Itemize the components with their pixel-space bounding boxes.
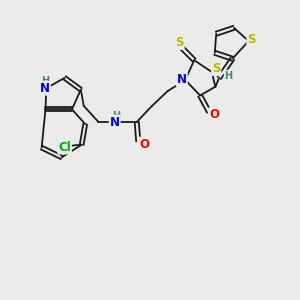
Text: N: N (177, 73, 187, 86)
Text: S: S (175, 36, 184, 49)
Text: O: O (209, 108, 219, 121)
Text: Cl: Cl (58, 141, 71, 154)
Text: H: H (225, 70, 233, 80)
Text: N: N (40, 82, 50, 95)
Text: S: S (247, 33, 256, 46)
Text: O: O (139, 138, 149, 151)
Text: S: S (212, 62, 220, 75)
Text: N: N (110, 116, 120, 128)
Text: H: H (112, 110, 121, 121)
Text: H: H (41, 76, 49, 86)
